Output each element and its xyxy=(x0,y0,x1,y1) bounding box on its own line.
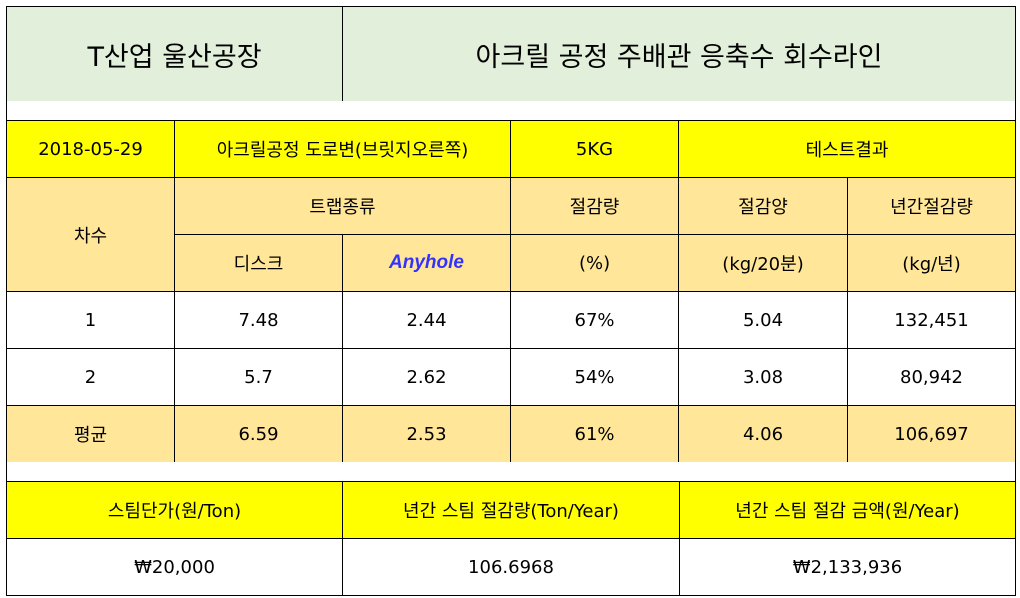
subject-title: 아크릴 공정 주배관 응축수 회수라인 xyxy=(342,6,1016,102)
amount-cell: 5.04 xyxy=(678,291,849,349)
info-row: 2018-05-29 아크릴공정 도로변(브릿지오른쪽) 5KG 테스트결과 xyxy=(6,120,1017,178)
round-header: 차수 xyxy=(6,177,175,292)
round-cell: 1 xyxy=(6,291,175,349)
annual-steam-header: 년간 스팀 절감량(Ton/Year) xyxy=(342,481,680,539)
average-row: 평균 6.59 2.53 61% 4.06 106,697 xyxy=(6,405,1017,463)
anyhole-cell: 2.44 xyxy=(341,291,512,349)
test-weight: 5KG xyxy=(510,120,680,178)
summary-value-row: ₩20,000 106.6968 ₩2,133,936 xyxy=(6,538,1016,596)
column-subheader-row: 디스크 Anyhole (%) (kg/20분) (kg/년) xyxy=(7,234,1017,292)
reduction-amount-unit: (kg/20분) xyxy=(678,234,849,292)
table-row: 2 5.7 2.62 54% 3.08 80,942 xyxy=(6,348,1017,406)
annual-amount-value: ₩2,133,936 xyxy=(679,538,1016,596)
spacer-top xyxy=(6,101,1016,120)
test-result-label: 테스트결과 xyxy=(678,120,1017,178)
steam-price-header: 스팀단가(원/Ton) xyxy=(6,481,343,539)
company-title: T산업 울산공장 xyxy=(6,6,343,102)
rate-cell: 67% xyxy=(510,291,680,349)
average-amount: 4.06 xyxy=(678,405,849,463)
title-table: T산업 울산공장 아크릴 공정 주배관 응축수 회수라인 xyxy=(6,6,1016,102)
anyhole-header: Anyhole xyxy=(341,234,512,292)
test-result-table: 2018-05-29 아크릴공정 도로변(브릿지오른쪽) 5KG 테스트결과 차… xyxy=(6,120,1017,463)
annual-reduction-unit: (kg/년) xyxy=(847,234,1017,292)
average-anyhole: 2.53 xyxy=(341,405,512,463)
round-cell: 2 xyxy=(6,348,175,406)
average-annual: 106,697 xyxy=(847,405,1017,463)
disc-header: 디스크 xyxy=(174,234,343,292)
reduction-rate-unit: (%) xyxy=(510,234,680,292)
disc-cell: 5.7 xyxy=(174,348,343,406)
summary-table: 스팀단가(원/Ton) 년간 스팀 절감량(Ton/Year) 년간 스팀 절감… xyxy=(6,481,1016,596)
table-row: 1 7.48 2.44 67% 5.04 132,451 xyxy=(6,291,1017,349)
annual-cell: 80,942 xyxy=(847,348,1017,406)
amount-cell: 3.08 xyxy=(678,348,849,406)
rate-cell: 54% xyxy=(510,348,680,406)
disc-cell: 7.48 xyxy=(174,291,343,349)
test-date: 2018-05-29 xyxy=(6,120,175,178)
reduction-rate-header: 절감량 xyxy=(510,177,680,235)
spacer-bottom xyxy=(6,462,1016,481)
summary-header-row: 스팀단가(원/Ton) 년간 스팀 절감량(Ton/Year) 년간 스팀 절감… xyxy=(6,481,1016,539)
steam-price-value: ₩20,000 xyxy=(6,538,343,596)
annual-cell: 132,451 xyxy=(847,291,1017,349)
average-rate: 61% xyxy=(510,405,680,463)
trap-type-header: 트랩종류 xyxy=(173,177,512,235)
annual-amount-header: 년간 스팀 절감 금액(원/Year) xyxy=(679,481,1016,539)
annual-reduction-header: 년간절감량 xyxy=(847,177,1017,235)
average-disc: 6.59 xyxy=(174,405,343,463)
column-header-row: 차수 트랩종류 절감량 절감양 년간절감량 xyxy=(6,177,1017,292)
reduction-amount-header: 절감양 xyxy=(678,177,849,235)
anyhole-cell: 2.62 xyxy=(341,348,512,406)
annual-steam-value: 106.6968 xyxy=(342,538,680,596)
average-label: 평균 xyxy=(6,405,175,463)
test-location: 아크릴공정 도로변(브릿지오른쪽) xyxy=(173,120,512,178)
